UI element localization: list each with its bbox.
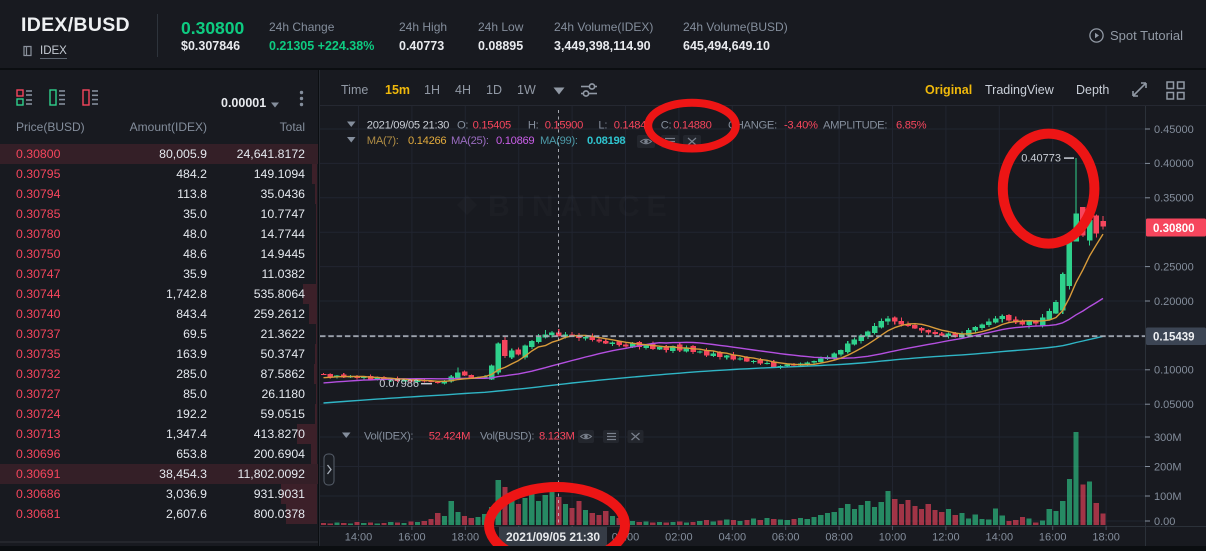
svg-text:AMPLITUDE:: AMPLITUDE: <box>823 120 887 132</box>
svg-text:06:00: 06:00 <box>772 532 800 544</box>
svg-text:0.30800: 0.30800 <box>1153 223 1195 235</box>
svg-text:BINANCE: BINANCE <box>488 190 674 223</box>
svg-text:L:: L: <box>598 120 607 132</box>
svg-text:12:00: 12:00 <box>932 532 960 544</box>
svg-text:CHANGE:: CHANGE: <box>728 120 777 132</box>
svg-text:14:00: 14:00 <box>986 532 1014 544</box>
svg-text:02:00: 02:00 <box>665 532 693 544</box>
svg-text:0.14880: 0.14880 <box>673 120 711 132</box>
svg-text:100M: 100M <box>1154 491 1182 503</box>
svg-text:2021/09/05 21:30: 2021/09/05 21:30 <box>506 530 600 544</box>
svg-text:Original: Original <box>925 83 972 97</box>
svg-text:2021/09/05 21:30: 2021/09/05 21:30 <box>367 120 449 132</box>
svg-text:MA(99):: MA(99): <box>540 135 578 147</box>
svg-text:1D: 1D <box>486 83 502 97</box>
svg-text:Vol(BUSD):: Vol(BUSD): <box>480 431 534 443</box>
svg-text:0.35000: 0.35000 <box>1154 193 1194 205</box>
svg-text:4H: 4H <box>455 83 471 97</box>
svg-text:08:00: 08:00 <box>825 532 853 544</box>
svg-text:Depth: Depth <box>1076 83 1109 97</box>
svg-text:0.25000: 0.25000 <box>1154 261 1194 273</box>
svg-text:0.15900: 0.15900 <box>545 120 583 132</box>
svg-text:1W: 1W <box>517 83 536 97</box>
svg-text:0.00: 0.00 <box>1154 516 1175 528</box>
svg-text:0.14845: 0.14845 <box>614 120 652 132</box>
svg-text:MA(25):: MA(25): <box>451 135 489 147</box>
svg-text:16:00: 16:00 <box>1039 532 1067 544</box>
svg-text:15m: 15m <box>385 83 410 97</box>
svg-text:18:00: 18:00 <box>452 532 480 544</box>
svg-text:18:00: 18:00 <box>1092 532 1120 544</box>
svg-text:10:00: 10:00 <box>879 532 907 544</box>
svg-text:Time: Time <box>341 83 368 97</box>
svg-text:Vol(IDEX):: Vol(IDEX): <box>364 431 413 443</box>
svg-text:8.123M: 8.123M <box>539 431 575 443</box>
svg-text:200M: 200M <box>1154 461 1182 473</box>
svg-text:MA(7):: MA(7): <box>367 135 399 147</box>
svg-text:16:00: 16:00 <box>398 532 426 544</box>
svg-text:0.08198: 0.08198 <box>587 135 625 147</box>
svg-text:52.424M: 52.424M <box>429 431 470 443</box>
svg-text:0.45000: 0.45000 <box>1154 124 1194 136</box>
svg-text:0.15439: 0.15439 <box>1153 331 1195 343</box>
svg-text:14:00: 14:00 <box>345 532 373 544</box>
svg-text:0.20000: 0.20000 <box>1154 296 1194 308</box>
svg-text:C:: C: <box>661 120 672 132</box>
svg-text:0.10000: 0.10000 <box>1154 365 1194 377</box>
svg-text:0.14266: 0.14266 <box>408 135 446 147</box>
svg-text:0.15405: 0.15405 <box>473 120 511 132</box>
svg-text:1H: 1H <box>424 83 440 97</box>
svg-text:0.40773: 0.40773 <box>1021 153 1061 165</box>
svg-text:TradingView: TradingView <box>985 83 1055 97</box>
svg-text:0.07986: 0.07986 <box>379 378 419 390</box>
svg-text:O:: O: <box>457 120 468 132</box>
svg-text:04:00: 04:00 <box>719 532 747 544</box>
svg-text:H:: H: <box>528 120 539 132</box>
svg-text:0.10869: 0.10869 <box>496 135 534 147</box>
svg-text:-3.40%: -3.40% <box>784 120 818 132</box>
svg-text:0.05000: 0.05000 <box>1154 399 1194 411</box>
svg-text:0.40000: 0.40000 <box>1154 158 1194 170</box>
svg-text:6.85%: 6.85% <box>896 120 927 132</box>
svg-text:300M: 300M <box>1154 432 1182 444</box>
